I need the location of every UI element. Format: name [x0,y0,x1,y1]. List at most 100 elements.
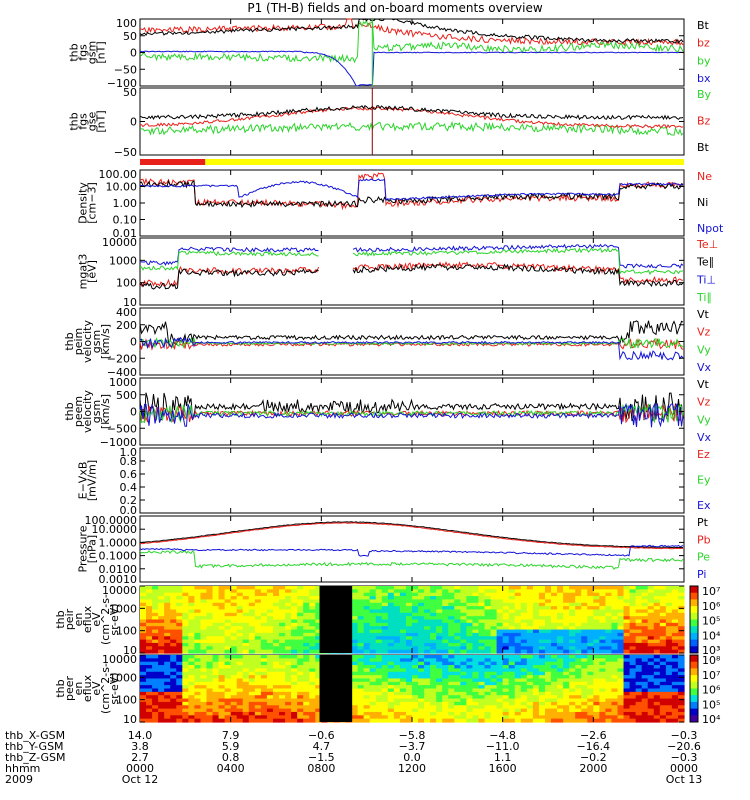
spectrogram-cell [212,589,220,594]
spectrogram-cell [436,609,443,614]
spectrogram-cell [279,599,286,604]
spectrogram-cell [285,668,292,673]
spectrogram-cell [303,589,310,594]
spectrogram-cell [526,622,534,627]
spectrogram-cell [569,688,576,693]
spectrogram-cell [188,616,195,621]
spectrogram-cell [544,671,552,676]
spectrogram-cell [272,681,280,686]
spectrogram-cell [448,678,455,683]
spectrogram-cell [526,695,534,700]
spectrogram-cell [653,681,661,686]
spectrogram-cell [230,642,238,647]
spectrogram-cell [387,596,395,600]
spectrogram-cell [418,609,425,614]
spectrogram-cell [393,661,401,666]
spectrogram-cell [212,592,220,597]
spectrogram-cell [599,596,607,600]
y-axis-label-line: Density [77,182,90,224]
spectrogram-cell [623,691,631,696]
spectrogram-cell [418,718,425,723]
spectrogram-cell [212,606,220,611]
spectrogram-cell [279,639,286,644]
spectrogram-cell [152,701,159,706]
by-gse-line [139,120,684,136]
spectrogram-cell [557,596,564,600]
spectrogram-cell [393,629,401,634]
spectrogram-cell [671,649,679,654]
spectrogram-cell [484,695,492,700]
spectrogram-cell [514,711,522,716]
spectrogram-cell [496,589,504,594]
spectrogram-cell [297,688,304,693]
spectrogram-cell [677,619,685,624]
spectrogram-cell [254,609,262,614]
legend-item-Vt: Vt [697,378,710,391]
time-bar-yellow [205,159,684,165]
spectrogram-cell [538,632,546,637]
spectrogram-cell [623,685,631,690]
spectrogram-cell [508,691,516,696]
spectrogram-cell [575,629,582,634]
colorbar-tick-label: 10⁴ [702,629,721,642]
spectrogram-cell [266,599,274,604]
legend-item-bz: bz [697,37,710,50]
spectrogram-cell [206,629,214,634]
spectrogram-cell [442,649,449,654]
spectrogram-cell [563,636,570,641]
y-tick-label: 1000 [109,671,137,684]
spectrogram-cell [478,646,486,651]
spectrogram-cell [285,718,292,723]
colorbar-frame [689,585,699,654]
spectrogram-cell [218,661,226,666]
spectrogram-cell [496,681,504,686]
spectrogram-cell [635,616,643,621]
spectrogram-cell [266,616,274,621]
spectrogram-cell [617,708,625,713]
spectrogram-cell [448,671,455,676]
spectrogram-cell [466,609,474,614]
spectrogram-cell [502,612,510,617]
legend: Te⊥Te∥Ti⊥Ti∥ [696,238,718,304]
spectrogram-cell [532,632,540,637]
footer-value: 0.8 [222,751,240,764]
spectrogram-cell [424,671,431,676]
spectrogram-cell [599,649,607,654]
spectrogram-cell [641,599,649,604]
spectrogram-cell [544,589,552,594]
spectrogram-cell [599,718,607,723]
spectrogram-cell [309,705,316,710]
spectrogram-cell [665,646,673,651]
spectrogram-cell [677,592,685,597]
spectrogram-cell [291,698,298,703]
spectrogram-cell [309,646,316,651]
spectrogram-cell [635,632,643,637]
spectrogram-cell [424,639,431,644]
spectrogram-cell [152,695,159,700]
spectrogram-cell [194,718,202,723]
spectrogram-cell [357,705,365,710]
spectrogram-cell [448,695,455,700]
spectrogram-cell [575,661,582,666]
spectrogram-cell [248,606,256,611]
spectrogram-cell [563,698,570,703]
spectrogram-cell [605,678,613,683]
spectrogram-cell [460,688,467,693]
spectrogram-cell [623,626,631,631]
spectrogram-cell [472,698,480,703]
spectrogram-cell [182,639,189,644]
spectrogram-cell [242,636,250,641]
spectrogram-cell [502,629,510,634]
spectrogram-cell [514,616,522,621]
spectrogram-cell [357,655,365,659]
spectrogram-cell [544,681,552,686]
spectrogram-cell [212,711,220,716]
spectrogram-cell [587,695,594,700]
spectrogram-cell [363,701,371,706]
spectrogram-cell [152,636,159,641]
spectrogram-cell [248,649,256,654]
spectrogram-cell [671,589,679,594]
spectrogram-cell [260,661,268,666]
spectrogram-cell [575,665,582,669]
